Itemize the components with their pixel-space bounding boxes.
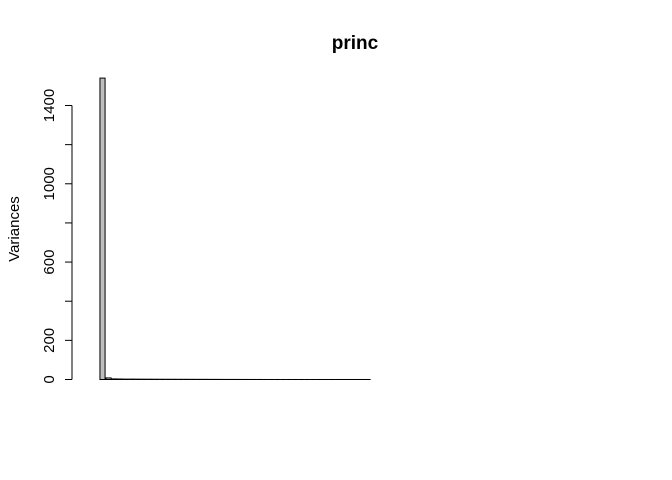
bar <box>99 77 106 380</box>
y-tick-label: 200 <box>41 328 58 353</box>
bars <box>99 77 371 381</box>
y-tick-label: 0 <box>41 375 58 383</box>
y-axis-label: Variances <box>6 196 23 262</box>
bar <box>105 377 112 380</box>
chart-title: princ <box>332 33 379 54</box>
bar <box>111 378 118 381</box>
y-tick-label: 1400 <box>41 89 58 122</box>
y-tick-label: 600 <box>41 250 58 275</box>
y-axis: 0 200 600 1000 1400 <box>41 89 73 384</box>
y-tick-label: 1000 <box>41 167 58 200</box>
